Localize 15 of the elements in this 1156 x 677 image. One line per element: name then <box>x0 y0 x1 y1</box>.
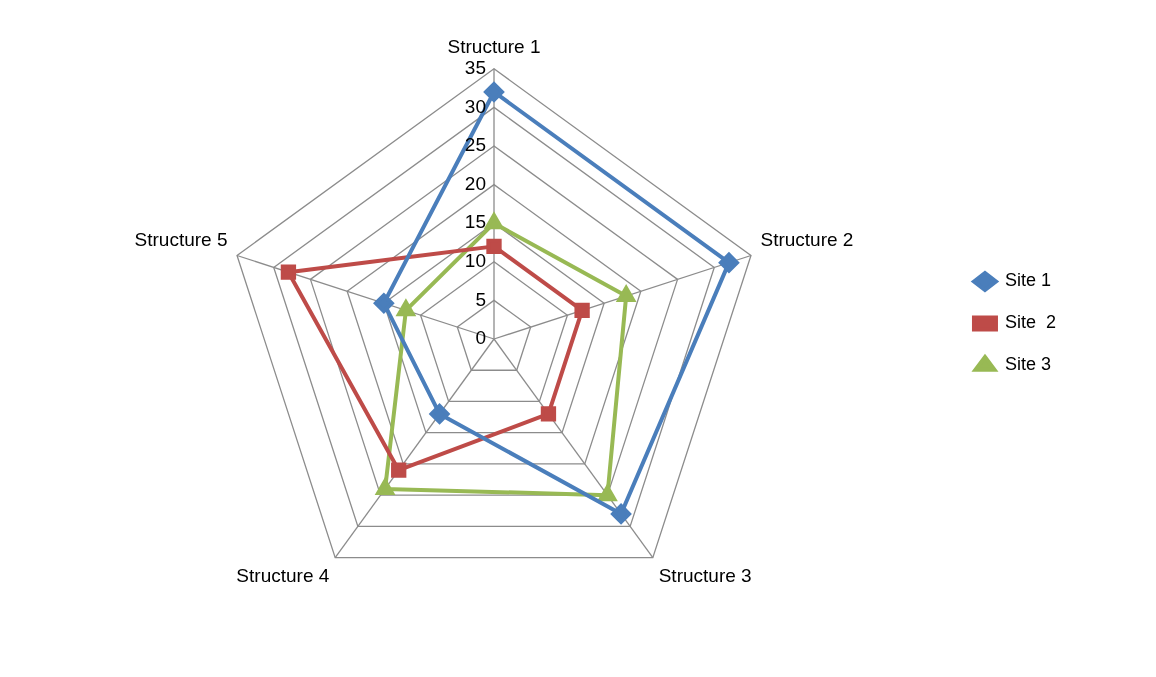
spoke-label: Structure 5 <box>134 229 228 251</box>
legend-label: Site 3 <box>1004 354 1051 375</box>
spoke-label: Structure 3 <box>658 565 752 587</box>
y-tick-label: 10 <box>464 250 486 272</box>
spoke-label: Structure 2 <box>760 229 854 251</box>
y-tick-label: 35 <box>464 57 486 79</box>
y-tick-label: 0 <box>475 327 486 349</box>
spoke-label: Structure 1 <box>447 35 541 57</box>
y-tick-label: 15 <box>464 211 486 233</box>
spoke-label: Structure 4 <box>236 565 330 587</box>
legend-label: Site 1 <box>1004 270 1051 291</box>
y-tick-label: 30 <box>464 95 486 117</box>
y-tick-label: 5 <box>475 288 486 310</box>
legend-label: Site 2 <box>1004 312 1056 333</box>
y-tick-label: 20 <box>464 172 486 194</box>
